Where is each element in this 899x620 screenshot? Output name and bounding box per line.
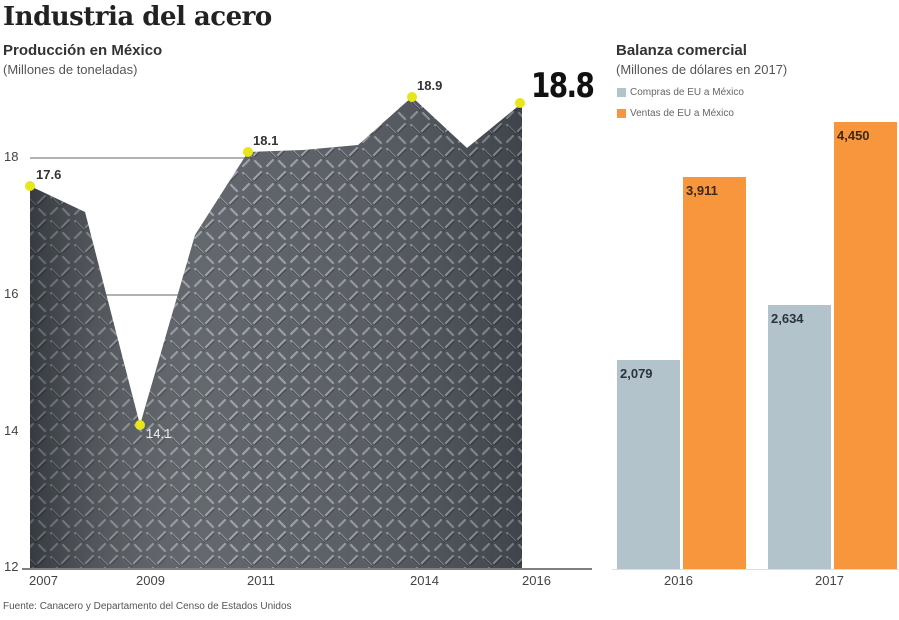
point-2007-marker	[25, 181, 35, 191]
point-2011-label: 18.1	[253, 133, 279, 148]
bar-2017-ventas: 4,450	[834, 122, 897, 569]
legend-label-ventas: Ventas de EU a México	[630, 108, 734, 119]
y-tick-12: 12	[4, 559, 19, 574]
point-2009-label: 14.1	[146, 426, 172, 441]
bar-2016-compras: 2,079	[617, 360, 680, 569]
point-2016-marker	[515, 98, 525, 108]
legend-swatch-ventas	[617, 109, 626, 118]
production-area-chart	[22, 92, 592, 570]
bar-2016-ventas-value: 3,911	[686, 183, 718, 198]
y-tick-18: 18	[4, 149, 19, 164]
x-tick-2009: 2009	[136, 573, 165, 588]
point-2014-marker	[407, 92, 417, 102]
x-tick-2011: 2011	[247, 573, 275, 588]
x-tick-2014: 2014	[410, 573, 439, 588]
chart-title: Industria del acero	[3, 2, 272, 32]
point-2014-label: 18.9	[417, 78, 443, 93]
bar-2016-ventas: 3,911	[683, 177, 746, 569]
production-area-shading	[30, 97, 522, 568]
bar-chart-baseline	[612, 569, 899, 570]
bar-group-label-2017: 2017	[815, 573, 844, 588]
left-chart-units: (Millones de toneladas)	[3, 62, 138, 77]
x-tick-2016: 2016	[522, 573, 551, 588]
bar-2017-ventas-value: 4,450	[837, 128, 870, 143]
legend-label-compras: Compras de EU a México	[630, 87, 744, 98]
y-tick-14: 14	[4, 423, 19, 438]
source-note: Fuente: Canacero y Departamento del Cens…	[3, 601, 292, 612]
bar-2016-compras-value: 2,079	[620, 366, 653, 381]
left-chart-subtitle: Producción en México	[3, 42, 163, 59]
point-2011-marker	[243, 147, 253, 157]
legend-swatch-compras	[617, 88, 626, 97]
legend-item-compras: Compras de EU a México	[617, 87, 744, 98]
y-tick-16: 16	[4, 286, 19, 301]
point-2007-label: 17.6	[36, 167, 62, 182]
bar-2017-compras: 2,634	[768, 305, 831, 569]
point-2009-marker	[135, 420, 145, 430]
bar-2017-compras-value: 2,634	[771, 311, 804, 326]
right-chart-units: (Millones de dólares en 2017)	[616, 62, 788, 77]
legend-item-ventas: Ventas de EU a México	[617, 108, 734, 119]
right-chart-subtitle: Balanza comercial	[616, 42, 747, 59]
bar-group-label-2016: 2016	[664, 573, 693, 588]
x-tick-2007: 2007	[29, 573, 58, 588]
point-2016-label: 18.8	[531, 66, 595, 106]
